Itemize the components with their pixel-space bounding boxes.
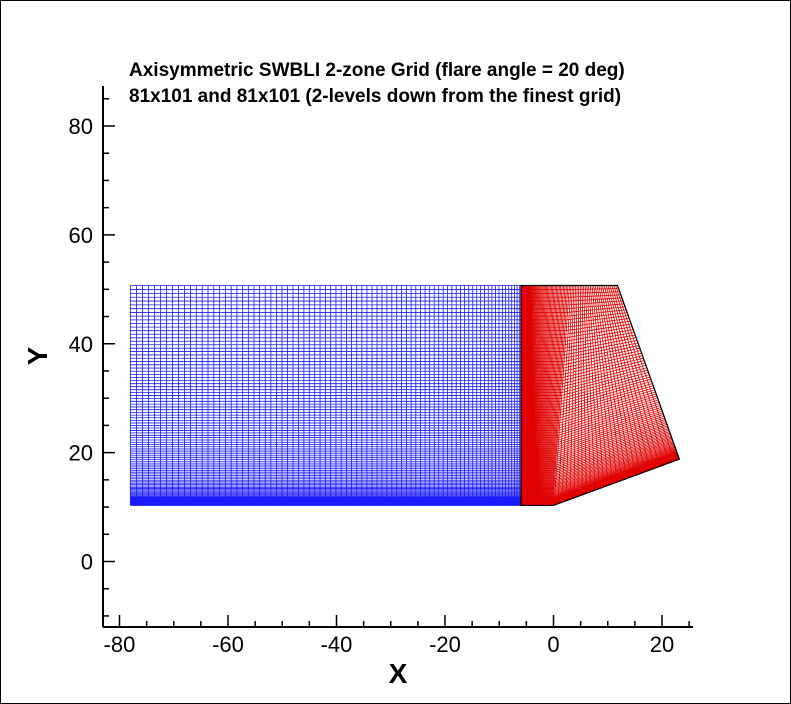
x-axis-label: X [389,658,408,689]
x-tick-label: 0 [547,632,559,657]
zone2-outline [520,284,681,507]
chart-title: Axisymmetric SWBLI 2-zone Grid (flare an… [129,60,625,81]
chart-subtitle: 81x101 and 81x101 (2-levels down from th… [129,86,622,107]
y-tick-label: 60 [69,223,93,248]
y-tick-label: 0 [81,550,93,575]
zone1-grid [129,285,522,506]
axes: -80 -60 -40 -20 0 20 0 20 40 60 80 [69,86,693,657]
zone2-grid-lines [520,285,680,506]
zone2-grid [520,284,681,507]
x-tick-label: -20 [429,632,461,657]
y-tick-label: 20 [69,441,93,466]
x-tick-label: -60 [212,632,244,657]
x-tick-label: 20 [650,632,674,657]
x-tick-label: -40 [321,632,353,657]
x-tick-label: -80 [104,632,136,657]
y-tick-label: 40 [69,332,93,357]
y-tick-label: 80 [69,114,93,139]
y-axis-label: Y [22,346,53,365]
zone1-grid-lines [129,285,522,506]
